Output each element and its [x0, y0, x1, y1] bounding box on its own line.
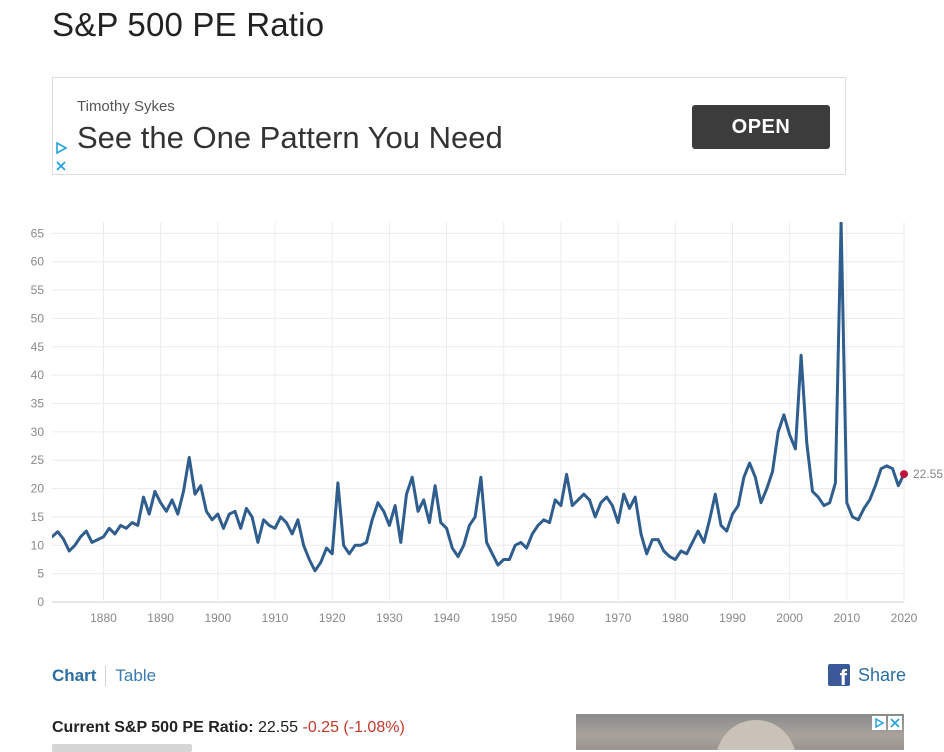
- tab-table[interactable]: Table: [115, 666, 157, 685]
- share-button[interactable]: f Share: [828, 664, 906, 686]
- y-tick-label: 55: [31, 283, 45, 297]
- ad-advertiser: Timothy Sykes: [77, 98, 175, 115]
- current-pe-ratio: Current S&P 500 PE Ratio: 22.55 -0.25 (-…: [52, 719, 405, 737]
- x-tick-label: 1940: [433, 611, 460, 625]
- side-ad[interactable]: [576, 714, 904, 750]
- y-tick-label: 35: [31, 396, 45, 410]
- series-line: [52, 222, 906, 573]
- x-tick-label: 1990: [719, 611, 746, 625]
- x-tick-label: 2020: [891, 611, 918, 625]
- x-tick-label: 1950: [490, 611, 517, 625]
- last-value-label: 22.55: [913, 467, 943, 481]
- y-tick-label: 25: [31, 453, 45, 467]
- x-tick-label: 2000: [776, 611, 803, 625]
- y-tick-label: 0: [37, 595, 44, 609]
- pe-ratio-chart[interactable]: 0 5 10 15 20 25 30 35 40 45 50 55 60 65 1880 1890 1900 19…: [0, 200, 944, 635]
- y-tick-label: 65: [31, 226, 45, 240]
- ad-banner[interactable]: Timothy Sykes See the One Pattern You Ne…: [52, 77, 846, 175]
- x-tick-label: 1890: [147, 611, 174, 625]
- share-label: Share: [858, 664, 907, 685]
- y-tick-label: 40: [31, 368, 45, 382]
- y-tick-label: 15: [31, 510, 45, 524]
- page-title: S&P 500 PE Ratio: [52, 6, 325, 43]
- y-tick-label: 45: [31, 340, 45, 354]
- x-tick-label: 1930: [376, 611, 403, 625]
- adchoices-icon[interactable]: [872, 716, 886, 730]
- y-tick-label: 30: [31, 425, 45, 439]
- x-tick-label: 1920: [319, 611, 346, 625]
- current-change: -0.25: [302, 719, 339, 736]
- tab-chart[interactable]: Chart: [52, 666, 97, 685]
- ad-headline[interactable]: See the One Pattern You Need: [77, 120, 503, 155]
- side-ad-image: [716, 720, 796, 750]
- x-tick-label: 1900: [204, 611, 231, 625]
- tab-separator: [105, 666, 107, 686]
- last-value-marker[interactable]: [900, 470, 908, 479]
- close-icon[interactable]: [55, 160, 67, 172]
- current-label: Current S&P 500 PE Ratio:: [52, 719, 254, 736]
- current-value: 22.55: [258, 719, 299, 736]
- x-tick-label: 1960: [548, 611, 575, 625]
- x-tick-label: 1880: [90, 611, 117, 625]
- y-tick-label: 5: [37, 567, 44, 581]
- adchoices-icon[interactable]: [55, 142, 67, 154]
- y-tick-label: 10: [31, 538, 45, 552]
- facebook-icon: f: [828, 664, 850, 686]
- chart-table-tabs: Chart Table: [52, 666, 156, 686]
- y-tick-label: 50: [31, 311, 45, 325]
- y-tick-label: 20: [31, 482, 45, 496]
- x-tick-label: 2010: [833, 611, 860, 625]
- x-tick-label: 1910: [262, 611, 289, 625]
- y-tick-label: 60: [31, 255, 45, 269]
- x-tick-label: 1980: [662, 611, 689, 625]
- current-change-pct: (-1.08%): [343, 719, 405, 736]
- close-icon[interactable]: [888, 716, 902, 730]
- truncated-text-line: [52, 744, 192, 752]
- x-tick-label: 1970: [605, 611, 632, 625]
- ad-open-button[interactable]: OPEN: [692, 105, 830, 149]
